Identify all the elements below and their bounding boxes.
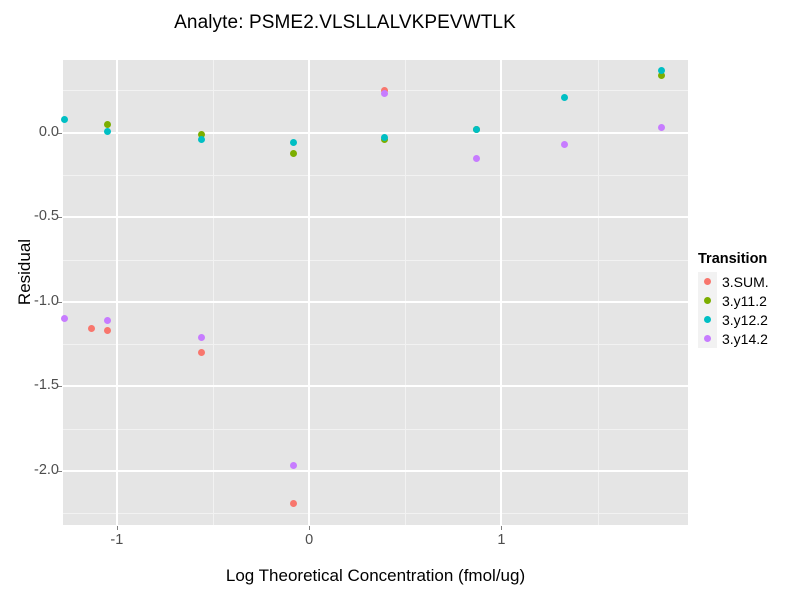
gridline-minor-horizontal	[63, 513, 688, 515]
y-tick-mark	[58, 386, 62, 388]
data-point	[472, 154, 480, 162]
gridline-minor-vertical	[597, 60, 599, 525]
x-tick-label: 1	[497, 532, 506, 548]
data-point	[61, 115, 69, 123]
data-point	[88, 325, 96, 333]
legend-item-3-y11-2[interactable]: 3.y11.2	[698, 291, 769, 310]
data-point	[103, 327, 111, 335]
legend-item-label: 3.SUM.	[722, 273, 769, 290]
legend-color-dot	[704, 316, 711, 323]
legend-title: Transition	[698, 251, 768, 267]
y-tick-mark	[58, 301, 62, 303]
x-tick-mark	[116, 526, 118, 530]
y-tick-mark	[58, 470, 62, 472]
y-tick-mark	[58, 217, 62, 219]
data-point	[561, 93, 569, 101]
gridline-major-horizontal	[63, 216, 688, 219]
legend-items: 3.SUM. 3.y11.2 3.y12.2 3.y14.2	[698, 272, 769, 348]
x-tick-label: -1	[110, 532, 124, 548]
x-tick-label: 0	[305, 532, 314, 548]
data-point	[472, 125, 480, 133]
legend-item-3-sum-[interactable]: 3.SUM.	[698, 272, 769, 291]
data-point	[103, 127, 111, 135]
data-point	[197, 349, 205, 357]
data-point	[290, 499, 298, 507]
x-tick-mark	[501, 526, 503, 530]
page-title: Analyte: PSME2.VLSLLALVKPEVWTLK	[174, 12, 516, 33]
legend-key-swatch	[698, 310, 717, 329]
data-point	[197, 135, 205, 143]
data-point	[103, 316, 111, 324]
plot-panel	[61, 60, 688, 525]
legend-color-dot	[704, 297, 711, 304]
legend-key-swatch	[698, 329, 717, 348]
y-tick-mark	[58, 132, 62, 134]
gridline-major-vertical	[500, 60, 503, 525]
x-axis-label: Log Theoretical Concentration (fmol/ug)	[225, 566, 526, 585]
legend-color-dot	[704, 278, 711, 285]
legend-item-label: 3.y14.2	[722, 330, 768, 347]
gridline-major-vertical	[308, 60, 311, 525]
gridline-minor-horizontal	[63, 428, 688, 430]
data-point	[290, 139, 298, 147]
y-tick-label: 0.0	[38, 123, 59, 140]
y-tick-label: -1.5	[34, 377, 59, 394]
data-point	[561, 141, 569, 149]
data-point	[103, 120, 111, 128]
legend-key-swatch	[698, 291, 717, 310]
legend-item-3-y12-2[interactable]: 3.y12.2	[698, 310, 769, 329]
legend-item-3-y14-2[interactable]: 3.y14.2	[698, 329, 769, 348]
gridline-minor-vertical	[405, 60, 407, 525]
data-point	[657, 71, 665, 79]
data-point	[197, 333, 205, 341]
gridline-major-horizontal	[63, 385, 688, 388]
gridline-minor-horizontal	[63, 344, 688, 346]
gridline-minor-horizontal	[63, 174, 688, 176]
data-point	[61, 315, 69, 323]
gridline-minor-vertical	[213, 60, 214, 525]
gridline-minor-horizontal	[63, 259, 688, 261]
data-point	[380, 90, 388, 98]
y-axis-label: Residual	[15, 238, 34, 306]
data-point	[657, 124, 665, 132]
x-tick-mark	[309, 526, 311, 530]
data-point	[657, 66, 665, 74]
data-point	[290, 462, 298, 470]
gridline-major-horizontal	[63, 131, 688, 134]
gridline-minor-horizontal	[63, 90, 688, 92]
gridline-major-horizontal	[63, 469, 688, 472]
y-tick-label: -1.0	[34, 292, 59, 309]
legend-item-label: 3.y12.2	[722, 311, 768, 328]
data-point	[380, 134, 388, 142]
data-point	[197, 130, 205, 138]
y-tick-label: -2.0	[34, 461, 59, 478]
gridline-major-vertical	[115, 60, 118, 525]
gridline-major-horizontal	[63, 300, 688, 303]
data-point	[290, 149, 298, 157]
legend-key-swatch	[698, 272, 717, 291]
legend-color-dot	[704, 335, 711, 342]
legend-item-label: 3.y11.2	[722, 292, 767, 309]
legend: Transition 3.SUM. 3.y11.2 3.y12.2 3.y14.2	[698, 251, 769, 348]
y-tick-label: -0.5	[34, 208, 59, 225]
